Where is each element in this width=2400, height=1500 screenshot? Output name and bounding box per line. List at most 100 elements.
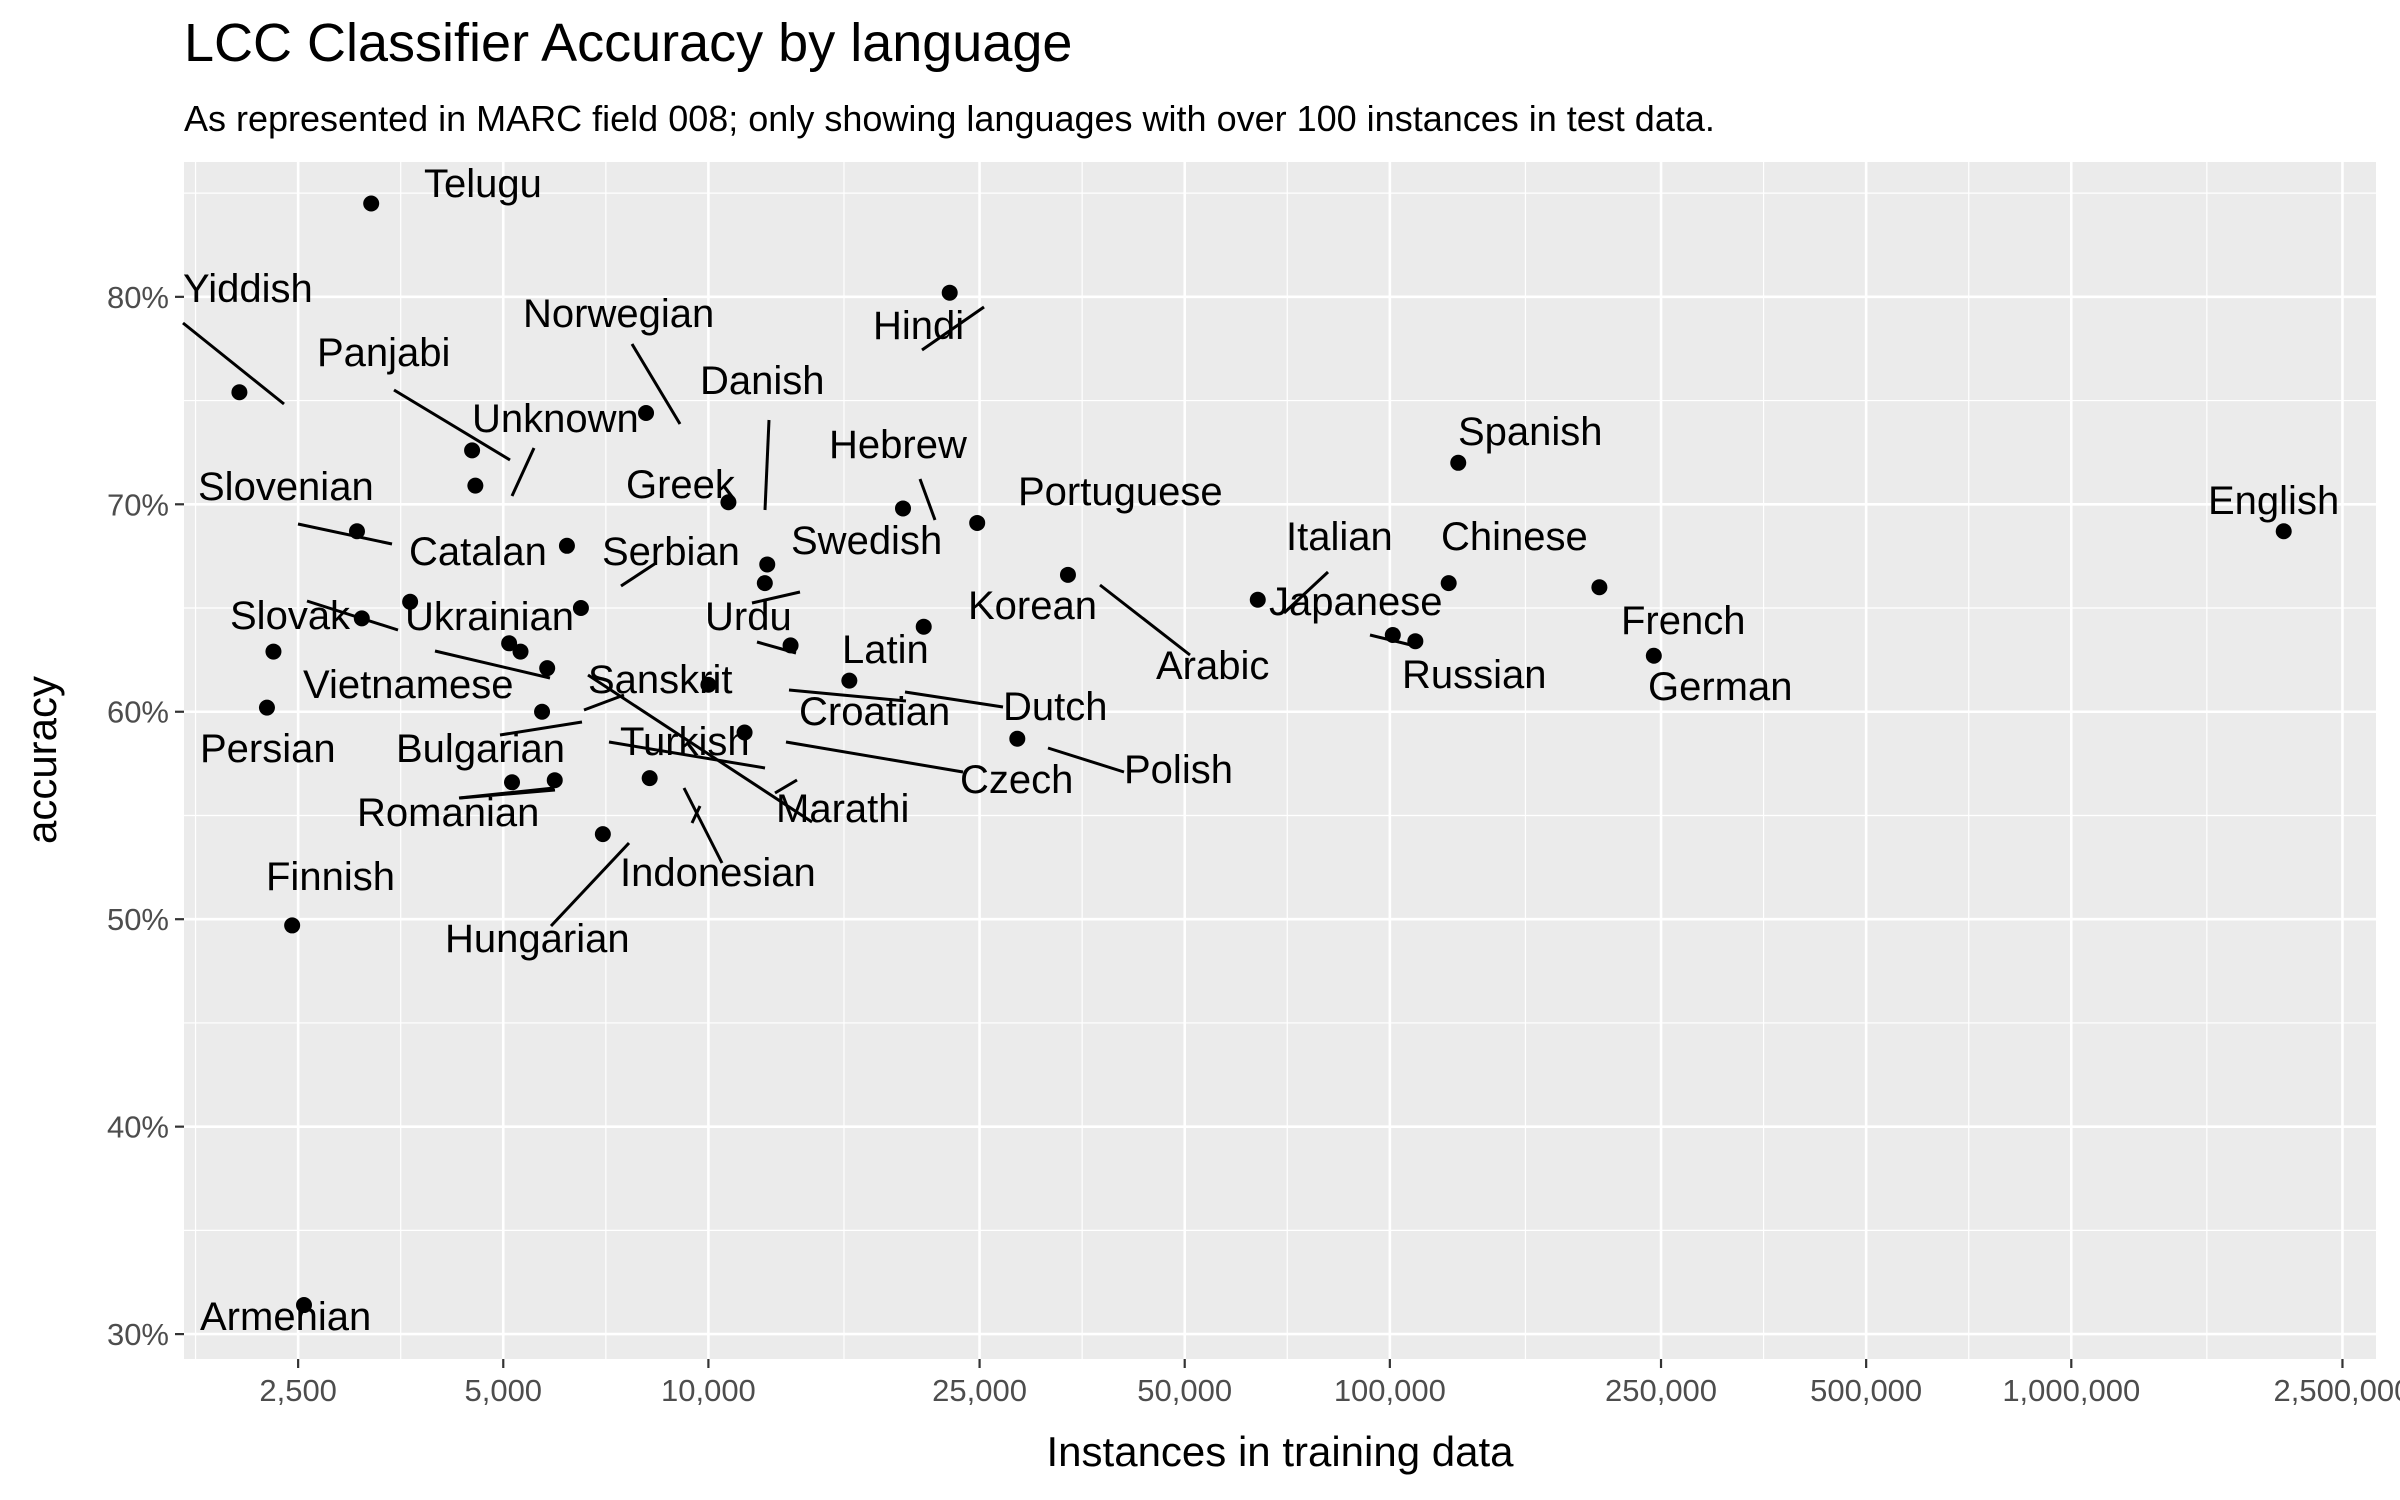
point-label: French xyxy=(1621,599,1746,643)
y-tick-label: 40% xyxy=(107,1110,169,1145)
data-point xyxy=(756,575,773,592)
data-point xyxy=(720,494,737,511)
data-point xyxy=(594,826,611,843)
point-label: Japanese xyxy=(1269,580,1442,624)
label-connector xyxy=(763,419,771,511)
data-point xyxy=(1009,730,1026,747)
data-point xyxy=(1059,566,1076,583)
data-point xyxy=(2275,523,2292,540)
data-point xyxy=(558,537,575,554)
data-point xyxy=(295,1297,312,1314)
data-point xyxy=(1450,454,1467,471)
label-connector xyxy=(549,841,631,928)
point-label: Latin xyxy=(842,628,929,672)
point-label: Danish xyxy=(700,359,825,403)
x-tick-label: 100,000 xyxy=(1334,1373,1446,1408)
point-label: Hebrew xyxy=(829,423,967,467)
label-connectors xyxy=(182,305,1416,928)
y-tick-label: 60% xyxy=(107,695,169,730)
data-point xyxy=(638,405,655,422)
y-tick-label: 80% xyxy=(107,280,169,315)
data-point xyxy=(512,643,529,660)
point-label: Unknown xyxy=(472,397,639,441)
data-point xyxy=(1440,575,1457,592)
data-point xyxy=(534,703,551,720)
label-connector xyxy=(921,305,985,352)
label-connector xyxy=(306,599,399,632)
point-label: Urdu xyxy=(705,595,792,639)
x-axis-title: Instances in training data xyxy=(1047,1428,1515,1475)
data-point xyxy=(231,384,248,401)
point-label: Italian xyxy=(1286,515,1393,559)
label-connector xyxy=(682,787,724,864)
point-label: Serbian xyxy=(602,530,740,574)
point-label: Korean xyxy=(968,584,1097,628)
data-point xyxy=(700,676,717,693)
x-tick-label: 500,000 xyxy=(1810,1373,1922,1408)
label-connector xyxy=(630,343,682,425)
label-connector xyxy=(620,561,657,588)
x-tick-label: 25,000 xyxy=(932,1373,1027,1408)
point-label: Finnish xyxy=(266,855,395,899)
data-point xyxy=(894,500,911,517)
x-tick-label: 250,000 xyxy=(1605,1373,1717,1408)
label-connector xyxy=(785,740,964,774)
y-tick-label: 70% xyxy=(107,487,169,522)
x-tick-label: 50,000 xyxy=(1137,1373,1232,1408)
y-axis-title: accuracy xyxy=(18,676,65,844)
label-connector xyxy=(918,478,937,521)
label-connector xyxy=(774,778,798,795)
data-point xyxy=(363,195,380,212)
point-label: Spanish xyxy=(1458,410,1603,454)
y-tick-label: 30% xyxy=(107,1317,169,1352)
label-connector xyxy=(297,522,393,546)
point-label: Vietnamese xyxy=(303,663,514,707)
data-point xyxy=(641,770,658,787)
data-point xyxy=(841,672,858,689)
point-label: Bulgarian xyxy=(396,727,565,771)
grid-minor xyxy=(184,162,2376,1359)
data-point xyxy=(941,284,958,301)
label-connector xyxy=(751,590,801,605)
point-label: Hindi xyxy=(873,304,964,348)
grid-major xyxy=(184,162,2376,1359)
y-tick-label: 50% xyxy=(107,902,169,937)
point-label: Norwegian xyxy=(523,292,714,336)
label-connector xyxy=(393,388,511,462)
point-label: Croatian xyxy=(799,690,950,734)
x-axis: 2,500 5,000 10,000 25,000 50,000 100,000 250,0… xyxy=(259,1359,2400,1408)
data-point xyxy=(1591,579,1608,596)
point-label: Marathi xyxy=(776,787,909,831)
plot-panel xyxy=(184,162,2376,1359)
data-point xyxy=(504,774,521,791)
label-connector xyxy=(608,740,766,770)
data-point xyxy=(284,917,301,934)
chart-title: LCC Classifier Accuracy by language xyxy=(184,13,1073,73)
point-label: Chinese xyxy=(1441,515,1588,559)
point-label: English xyxy=(2208,479,2339,523)
point-label: Portuguese xyxy=(1018,470,1223,514)
point-label: Slovak xyxy=(230,594,351,638)
x-tick-label: 10,000 xyxy=(661,1373,756,1408)
data-point xyxy=(572,600,589,617)
label-connector xyxy=(788,688,907,703)
chart-subtitle: As represented in MARC field 008; only s… xyxy=(184,98,1715,139)
data-point xyxy=(258,699,275,716)
point-label: Czech xyxy=(960,758,1073,802)
point-label: Panjabi xyxy=(317,331,450,375)
data-point xyxy=(546,772,563,789)
label-connector xyxy=(587,673,813,824)
data-point xyxy=(1384,626,1401,643)
point-label: Polish xyxy=(1124,748,1233,792)
data-point xyxy=(402,593,419,610)
point-label: Catalan xyxy=(409,530,547,574)
point-label: Turkish xyxy=(620,720,750,764)
point-label: Armenian xyxy=(200,1295,371,1339)
x-tick-label: 2,500 xyxy=(259,1373,337,1408)
data-points xyxy=(231,195,2292,1314)
point-label: Arabic xyxy=(1156,644,1269,688)
point-label: Yiddish xyxy=(183,267,313,311)
data-point xyxy=(1249,591,1266,608)
data-point xyxy=(501,635,518,652)
